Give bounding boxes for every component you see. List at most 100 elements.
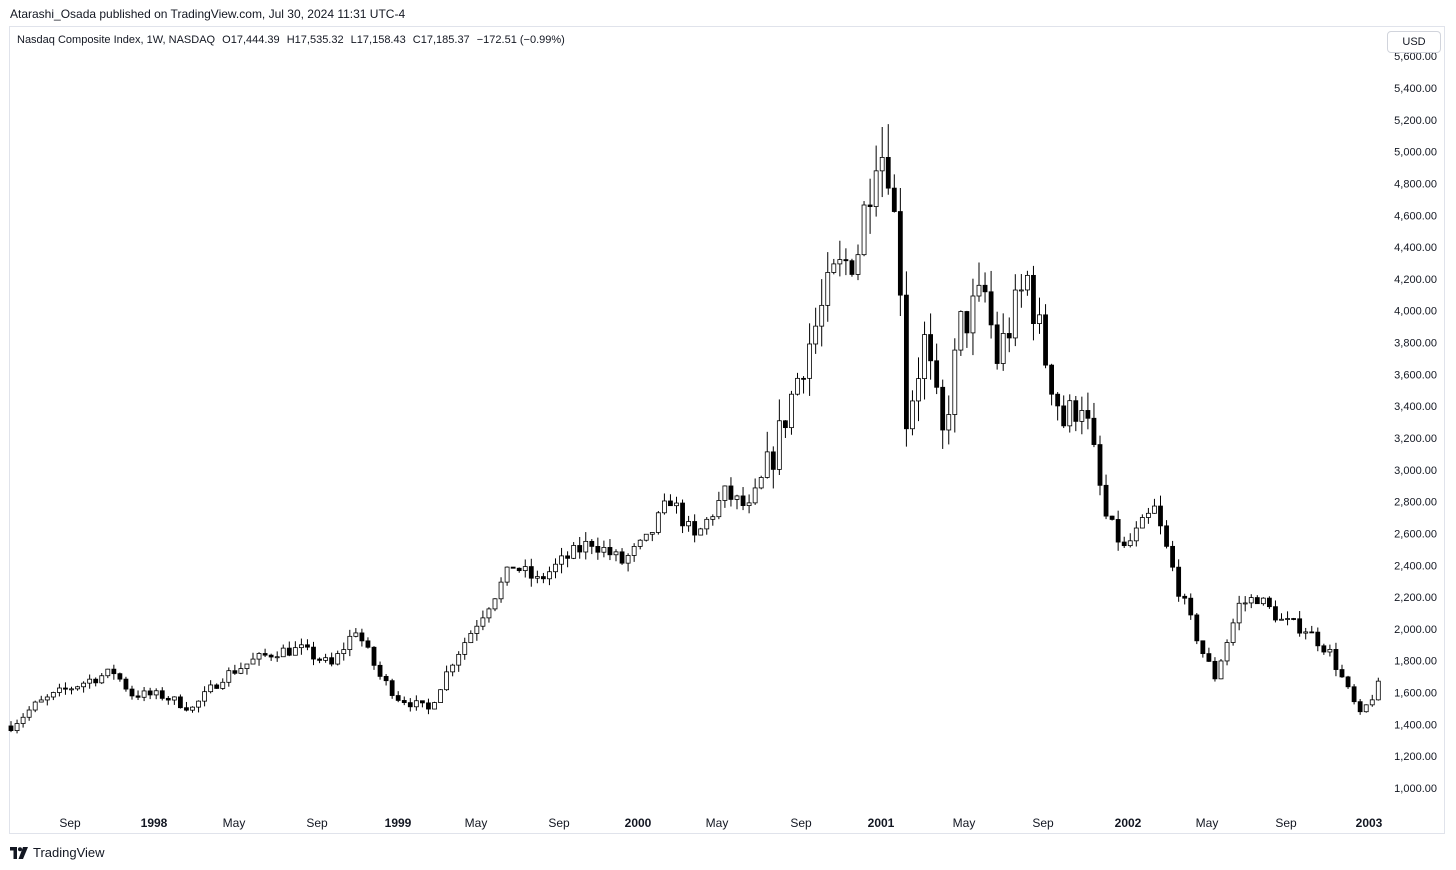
candle[interactable] bbox=[1109, 515, 1115, 521]
candle[interactable] bbox=[958, 310, 964, 356]
candle[interactable] bbox=[1279, 613, 1284, 621]
candle[interactable] bbox=[1121, 536, 1127, 548]
candle[interactable] bbox=[1236, 595, 1242, 631]
candle[interactable] bbox=[1067, 394, 1073, 433]
candle[interactable] bbox=[746, 494, 752, 514]
candle[interactable] bbox=[1303, 627, 1309, 640]
candle[interactable] bbox=[190, 706, 195, 713]
candle[interactable] bbox=[99, 672, 105, 685]
candle[interactable] bbox=[528, 558, 534, 587]
candle[interactable] bbox=[1200, 640, 1206, 658]
candle[interactable] bbox=[1133, 521, 1139, 547]
candle[interactable] bbox=[383, 674, 389, 686]
candle[interactable] bbox=[1291, 617, 1296, 621]
candle[interactable] bbox=[75, 685, 80, 691]
candle[interactable] bbox=[916, 357, 921, 422]
candle[interactable] bbox=[474, 620, 480, 641]
candle[interactable] bbox=[419, 700, 425, 708]
candle[interactable] bbox=[577, 536, 583, 559]
candle[interactable] bbox=[123, 676, 129, 692]
candle[interactable] bbox=[286, 641, 292, 657]
candle[interactable] bbox=[69, 686, 74, 695]
candle[interactable] bbox=[1230, 618, 1236, 646]
y-axis[interactable]: 1,000.00 1,200.00 1,400.00 1,600.00 1,800.00… bbox=[1394, 51, 1437, 795]
candle[interactable] bbox=[831, 258, 837, 275]
candle[interactable] bbox=[668, 494, 673, 507]
candle[interactable] bbox=[928, 313, 933, 380]
candle[interactable] bbox=[849, 258, 855, 277]
candle[interactable] bbox=[1164, 520, 1169, 549]
candle[interactable] bbox=[486, 607, 492, 623]
candle[interactable] bbox=[1267, 596, 1272, 609]
candle[interactable] bbox=[716, 491, 722, 520]
candle[interactable] bbox=[516, 567, 522, 573]
candle[interactable] bbox=[462, 637, 468, 660]
candle[interactable] bbox=[1182, 593, 1188, 605]
candle[interactable] bbox=[1055, 392, 1061, 421]
candle[interactable] bbox=[1309, 625, 1315, 634]
candle[interactable] bbox=[1327, 644, 1333, 657]
candle[interactable] bbox=[1018, 273, 1024, 308]
candle[interactable] bbox=[607, 539, 613, 561]
candle[interactable] bbox=[153, 688, 159, 700]
candle[interactable] bbox=[244, 663, 250, 675]
candle[interactable] bbox=[534, 570, 540, 584]
candle[interactable] bbox=[504, 566, 510, 586]
candle[interactable] bbox=[1061, 395, 1067, 429]
candle[interactable] bbox=[1158, 495, 1163, 535]
candle[interactable] bbox=[776, 399, 782, 476]
candle[interactable] bbox=[165, 696, 171, 705]
candle[interactable] bbox=[559, 547, 564, 574]
candle[interactable] bbox=[1297, 611, 1303, 637]
candle[interactable] bbox=[855, 244, 861, 281]
candle[interactable] bbox=[1333, 642, 1339, 677]
candle[interactable] bbox=[480, 610, 486, 631]
candle[interactable] bbox=[825, 252, 831, 322]
candle[interactable] bbox=[1139, 514, 1145, 529]
candle[interactable] bbox=[674, 496, 679, 514]
candle[interactable] bbox=[196, 700, 201, 713]
candle[interactable] bbox=[1037, 297, 1042, 334]
candle[interactable] bbox=[407, 698, 413, 712]
candle[interactable] bbox=[135, 690, 141, 701]
candle[interactable] bbox=[964, 310, 970, 348]
candle[interactable] bbox=[292, 641, 298, 656]
candle[interactable] bbox=[662, 493, 667, 515]
candle[interactable] bbox=[1103, 474, 1109, 520]
candle[interactable] bbox=[347, 629, 353, 657]
candle[interactable] bbox=[226, 667, 232, 687]
candle[interactable] bbox=[250, 652, 256, 665]
candle[interactable] bbox=[589, 539, 595, 555]
candle[interactable] bbox=[1321, 643, 1327, 655]
candle[interactable] bbox=[897, 187, 903, 316]
candle[interactable] bbox=[413, 695, 419, 711]
candle[interactable] bbox=[468, 630, 474, 644]
candle[interactable] bbox=[1218, 658, 1224, 680]
candle[interactable] bbox=[861, 201, 867, 257]
candle[interactable] bbox=[934, 343, 940, 395]
candle[interactable] bbox=[922, 321, 927, 400]
candle[interactable] bbox=[171, 696, 177, 705]
candle[interactable] bbox=[323, 653, 329, 663]
candle[interactable] bbox=[1248, 594, 1254, 609]
candle[interactable] bbox=[14, 719, 20, 734]
candle[interactable] bbox=[1025, 270, 1030, 296]
candle[interactable] bbox=[879, 126, 885, 198]
candle[interactable] bbox=[625, 553, 631, 572]
candle[interactable] bbox=[26, 706, 32, 721]
candle[interactable] bbox=[353, 628, 359, 638]
candle[interactable] bbox=[770, 446, 776, 489]
candle[interactable] bbox=[1146, 507, 1151, 524]
candle[interactable] bbox=[401, 696, 407, 706]
candle[interactable] bbox=[1073, 395, 1079, 432]
candle[interactable] bbox=[184, 701, 189, 712]
candle[interactable] bbox=[940, 379, 946, 449]
candle[interactable] bbox=[256, 652, 262, 666]
currency-button[interactable]: USD bbox=[1387, 31, 1441, 53]
candle[interactable] bbox=[541, 572, 546, 584]
candle[interactable] bbox=[649, 532, 655, 542]
candle[interactable] bbox=[1006, 317, 1012, 353]
candle[interactable] bbox=[1224, 639, 1230, 666]
candle[interactable] bbox=[329, 652, 335, 667]
candle[interactable] bbox=[680, 499, 685, 534]
